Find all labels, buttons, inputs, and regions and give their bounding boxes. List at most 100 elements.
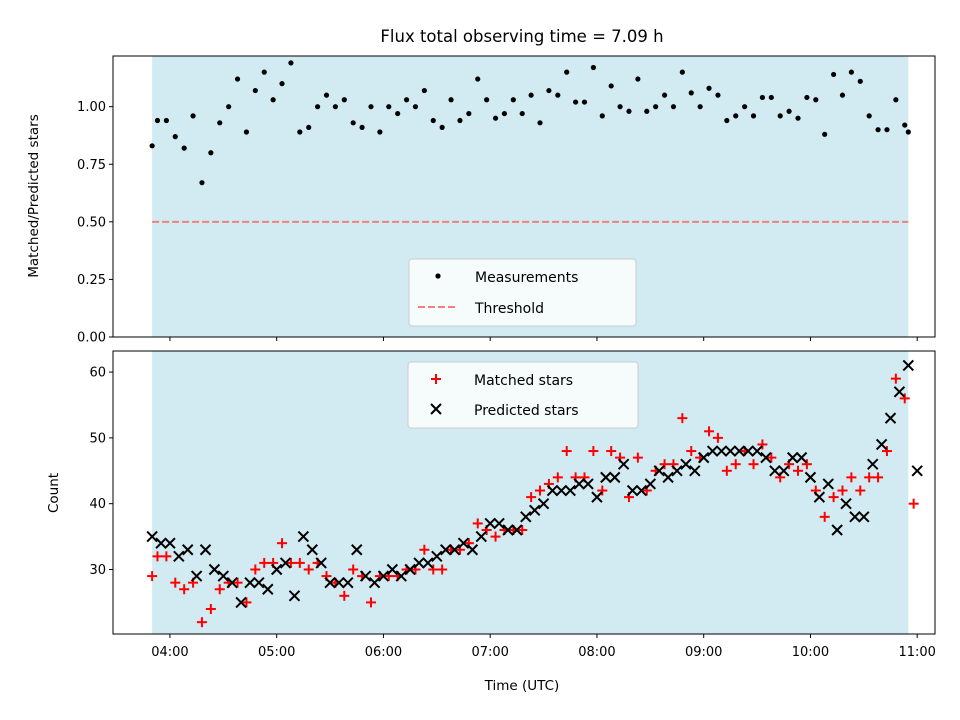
matched-star-point <box>303 564 314 575</box>
predicted-star-point <box>351 544 363 556</box>
predicted-star-point-b <box>413 557 425 569</box>
matched-star-point <box>766 452 777 463</box>
predicted-star-point <box>199 544 212 556</box>
measurement-point <box>315 104 321 110</box>
predicted-star-point <box>858 511 870 523</box>
measurement-point <box>261 69 267 75</box>
matched-star-point <box>686 446 697 457</box>
matched-star-point <box>793 465 803 476</box>
predicted-star-point-b <box>484 517 496 530</box>
measurement-point <box>341 97 347 103</box>
predicted-star-point-b <box>822 478 834 490</box>
predicted-star-point <box>715 445 728 457</box>
measurement-point <box>813 97 819 103</box>
matched-star-point <box>757 439 768 450</box>
measurement-point <box>475 76 481 82</box>
measurement-point <box>332 104 339 110</box>
bottom-x-ticks: 04:00 05:00 06:00 07:00 08:00 09:00 10:00 11:00 <box>151 634 936 660</box>
predicted-star-point <box>689 465 701 477</box>
legend-matched-swatch <box>431 374 441 384</box>
predicted-star-point <box>831 524 843 536</box>
measurement-point <box>590 64 596 71</box>
predicted-star-point <box>306 544 318 556</box>
predicted-star-point <box>582 478 594 490</box>
predicted-star-point-b <box>342 576 354 589</box>
matched-star-point <box>152 551 163 562</box>
predicted-star-point <box>377 570 390 582</box>
predicted-star-point <box>591 491 603 503</box>
predicted-star-point <box>742 445 754 457</box>
predicted-star-point-b <box>466 544 479 556</box>
measurement-point <box>466 110 472 117</box>
measurement-point <box>830 71 837 78</box>
predicted-star-point-b <box>217 570 230 582</box>
predicted-star-point <box>617 458 630 470</box>
predicted-star-point-b <box>786 451 799 464</box>
measurement-point <box>866 113 872 119</box>
x-tick-label: 04:00 <box>151 645 188 660</box>
predicted-star-point-b <box>422 557 434 569</box>
predicted-star-point-b <box>742 445 754 457</box>
predicted-star-point-b <box>662 471 674 484</box>
legend-predicted-label: Predicted stars <box>474 403 579 419</box>
predicted-star-point <box>573 478 585 490</box>
predicted-star-point-b <box>671 465 683 477</box>
matched-star-point <box>552 472 563 483</box>
matched-star-point <box>490 531 501 542</box>
predicted-star-point-b <box>724 445 737 457</box>
predicted-star-point-b <box>475 530 488 543</box>
predicted-star-point-b <box>715 445 728 457</box>
predicted-star-point-b <box>520 511 532 523</box>
predicted-star-point-b <box>324 576 336 589</box>
predicted-star-point-b <box>769 465 781 477</box>
matched-star-point <box>170 577 181 588</box>
predicted-star-point-b <box>404 563 416 576</box>
x-tick-label: 10:00 <box>792 645 829 660</box>
predicted-star-point <box>440 544 452 556</box>
predicted-star-point <box>502 524 514 536</box>
predicted-star-point-b <box>457 537 470 549</box>
predicted-star-point <box>875 438 888 451</box>
predicted-star-point-b <box>440 544 452 556</box>
x-tick-label: 09:00 <box>685 645 722 660</box>
predicted-star-point-b <box>804 471 817 484</box>
predicted-star-point-b <box>778 465 790 477</box>
predicted-star-point <box>448 544 461 556</box>
legend-threshold-label: Threshold <box>474 301 544 317</box>
predicted-star-point-b <box>359 570 372 582</box>
predicted-star-point <box>297 530 310 543</box>
matched-star-point <box>819 511 830 522</box>
predicted-star-point <box>786 451 799 464</box>
matched-star-point <box>606 446 617 457</box>
measurement-point <box>439 124 445 131</box>
predicted-star-point-b <box>626 484 639 497</box>
measurement-point <box>217 120 223 126</box>
measurement-point <box>181 145 187 151</box>
matched-star-point <box>659 459 670 470</box>
measurement-point <box>581 99 588 105</box>
x-tick-label: 11:00 <box>898 645 935 660</box>
bottom-legend-box <box>407 361 639 429</box>
predicted-star-point <box>822 478 834 490</box>
legend-measurements-label: Measurements <box>475 270 578 286</box>
predicted-star-point <box>244 576 256 589</box>
predicted-star-point-b <box>875 438 888 451</box>
matched-star-point <box>748 459 759 470</box>
predicted-star-point <box>466 544 479 556</box>
measurement-point <box>306 124 312 131</box>
predicted-star-point <box>528 504 541 516</box>
predicted-star-point-b <box>911 465 923 477</box>
matched-star-point <box>828 492 839 503</box>
predicted-star-point <box>511 524 523 536</box>
predicted-star-point <box>190 570 203 582</box>
matched-star-point <box>561 446 572 457</box>
predicted-star-point-b <box>600 471 612 484</box>
matched-star-point <box>147 571 158 582</box>
predicted-star-point-b <box>813 491 826 503</box>
predicted-star-point-b <box>208 563 221 576</box>
measurement-point <box>848 69 854 75</box>
matched-star-point <box>241 597 252 608</box>
predicted-star-point <box>235 596 247 609</box>
predicted-star-point <box>333 576 345 589</box>
predicted-star-point <box>778 465 790 477</box>
